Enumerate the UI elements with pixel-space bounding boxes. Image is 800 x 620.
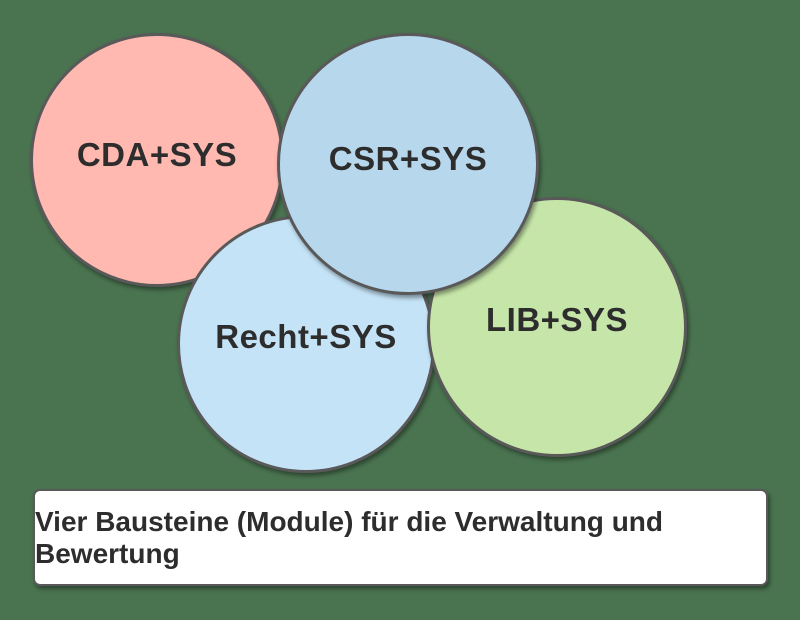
circle-recht-sys: Recht+SYS xyxy=(177,215,435,473)
circle-cda-sys: CDA+SYS xyxy=(30,33,284,287)
caption-text: Vier Bausteine (Module) für die Verwaltu… xyxy=(35,505,664,569)
circle-recht-sys-label: Recht+SYS xyxy=(215,318,397,355)
circle-cda-sys-label: CDA+SYS xyxy=(76,136,238,173)
circle-csr-sys: CSR+SYS xyxy=(277,33,539,295)
circle-lib-sys-label: LIB+SYS xyxy=(486,301,628,338)
caption-box: Vier Bausteine (Module) für die Verwaltu… xyxy=(33,489,768,586)
circle-csr-sys-label: CSR+SYS xyxy=(328,140,488,177)
